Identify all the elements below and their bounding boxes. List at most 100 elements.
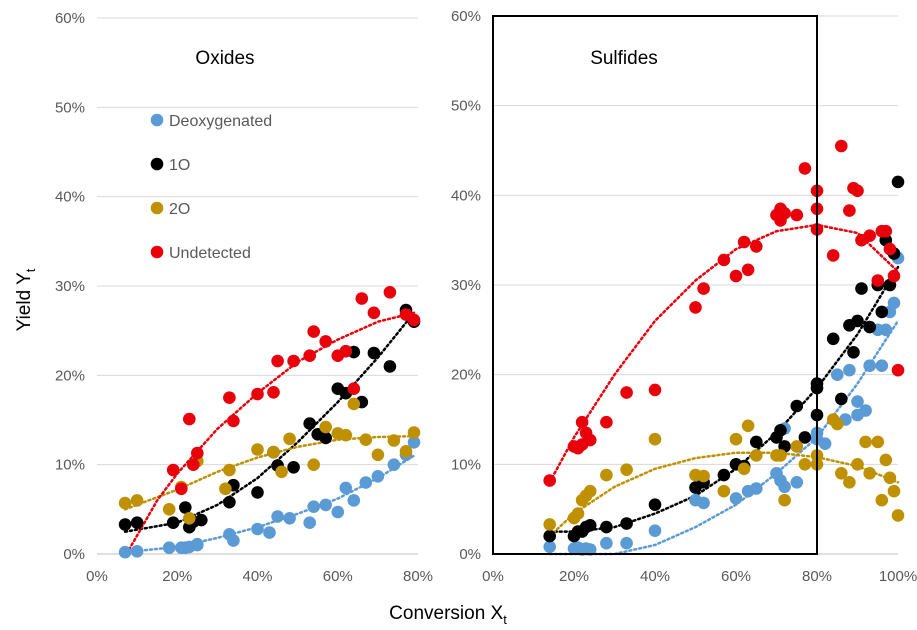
sulfides-point-undetected [891,363,905,377]
sulfides-point-2o [778,493,791,507]
legend-marker-undetected [150,245,164,259]
x-axis-label-main: Conversion X [389,603,503,624]
sulfides-point-2o [600,468,613,482]
sulfides-point-1o [835,392,848,406]
sulfides-point-undetected [697,282,710,295]
legend-label-deoxygenated: Deoxygenated [169,113,272,130]
sulfides-point-1o [750,435,763,449]
sulfides-point-2o [790,440,804,453]
sulfides-point-undetected [790,208,804,222]
sulfides-tick-labels: 0% 10% 20% 30% 40% 50% 60% 0% 20% 40% 60% 80% 100% [451,8,917,585]
sulfides-point-2o [571,507,585,520]
sulfides-x-tick-label: 60% [721,568,751,585]
oxides-y-tick-label: 10% [55,457,85,474]
oxides-x-tick-label: 80% [403,568,433,585]
oxides-point-undetected [407,313,421,327]
sulfides-point-deoxygenated [729,492,743,505]
oxides-y-tick-label: 40% [55,189,85,206]
legend-label-2o: 2O [169,201,190,218]
oxides-x-tick-label: 60% [323,568,353,585]
sulfides-point-2o [843,476,856,489]
oxides-point-undetected [347,382,361,396]
sulfides-point-2o [717,484,731,498]
sulfides-x-tick-label: 40% [640,568,670,585]
oxides-point-deoxygenated [227,534,240,547]
sulfides-point-2o [859,435,872,449]
oxides-point-undetected [339,344,353,358]
sulfides-point-2o [851,458,864,471]
oxides-point-deoxygenated [303,516,317,529]
sulfides-point-deoxygenated [778,480,791,494]
oxides-point-deoxygenated [283,512,296,525]
legend-marker-deoxygenated [150,113,164,127]
sulfides-point-deoxygenated [863,359,876,373]
oxides-point-1o [166,516,180,529]
sulfides-point-2o [835,467,848,480]
sulfides-point-undetected [620,386,633,399]
sulfides-trendline-2o [548,451,900,538]
oxides-point-deoxygenated [307,500,321,513]
oxides-point-undetected [355,292,369,305]
sulfides-x-tick-label: 80% [802,568,832,585]
oxides-point-deoxygenated [371,470,385,483]
oxides-point-1o [383,360,397,373]
oxides-point-deoxygenated [130,545,144,558]
oxides-point-undetected [287,354,300,368]
sulfides-point-deoxygenated [543,540,556,554]
sulfides-point-2o [798,458,812,471]
sulfides-point-undetected [583,433,597,447]
oxides-point-undetected [183,412,196,426]
oxides-points [118,286,421,559]
sulfides-point-1o [648,498,662,512]
sulfides-point-1o [790,399,804,413]
oxides-point-2o [359,433,373,447]
sulfides-point-undetected [689,301,702,314]
oxides-point-deoxygenated [251,522,264,536]
oxides-point-undetected [383,286,397,299]
oxides-point-undetected [319,335,333,348]
oxides-point-undetected [166,463,180,477]
sulfides-point-1o [851,314,864,328]
oxides-y-tick-label: 30% [55,278,85,295]
oxides-point-2o [219,482,232,496]
sulfides-highlight-box [492,15,818,555]
oxides-point-1o [251,486,264,499]
sulfides-point-deoxygenated [879,323,893,337]
oxides-point-1o [367,346,381,360]
sulfides-point-1o [875,305,889,319]
oxides-x-tick-label: 20% [162,568,192,585]
sulfides-y-tick-label: 10% [451,456,481,473]
sulfides-point-2o [883,471,897,485]
oxides-y-tick-label: 20% [55,367,85,384]
oxides-point-deoxygenated [387,458,401,472]
oxides-point-deoxygenated [271,510,284,523]
sulfides-point-1o [583,519,597,532]
sulfides-point-1o [826,332,840,346]
oxides-point-2o [162,503,176,516]
sulfides-points [543,139,905,556]
oxides-point-undetected [267,386,280,399]
y-axis-label-subscript: t [23,268,38,272]
sulfides-point-undetected [887,269,901,283]
sulfides-chart-title: Sulfides [590,48,658,69]
oxides-point-undetected [223,391,236,405]
sulfides-trendlines [548,223,900,556]
y-axis-label-main: Yield Y [14,272,35,331]
oxides-point-1o [130,516,144,529]
sulfides-trendline-undetected [548,223,900,484]
sulfides-x-tick-label: 0% [482,568,504,585]
oxides-x-tick-label: 0% [86,568,108,585]
sulfides-y-tick-label: 20% [451,367,481,384]
sulfides-point-undetected [871,274,885,287]
sulfides-point-undetected [851,184,864,198]
sulfides-point-2o [620,463,633,477]
sulfides-point-deoxygenated [790,476,804,489]
oxides-point-undetected [271,354,284,368]
oxides-point-deoxygenated [359,476,373,489]
sulfides-point-deoxygenated [851,395,864,408]
legend-label-1o: 1O [169,157,190,174]
oxides-point-1o [303,417,317,430]
oxides-point-2o [130,494,144,507]
sulfides-point-2o [879,453,893,467]
